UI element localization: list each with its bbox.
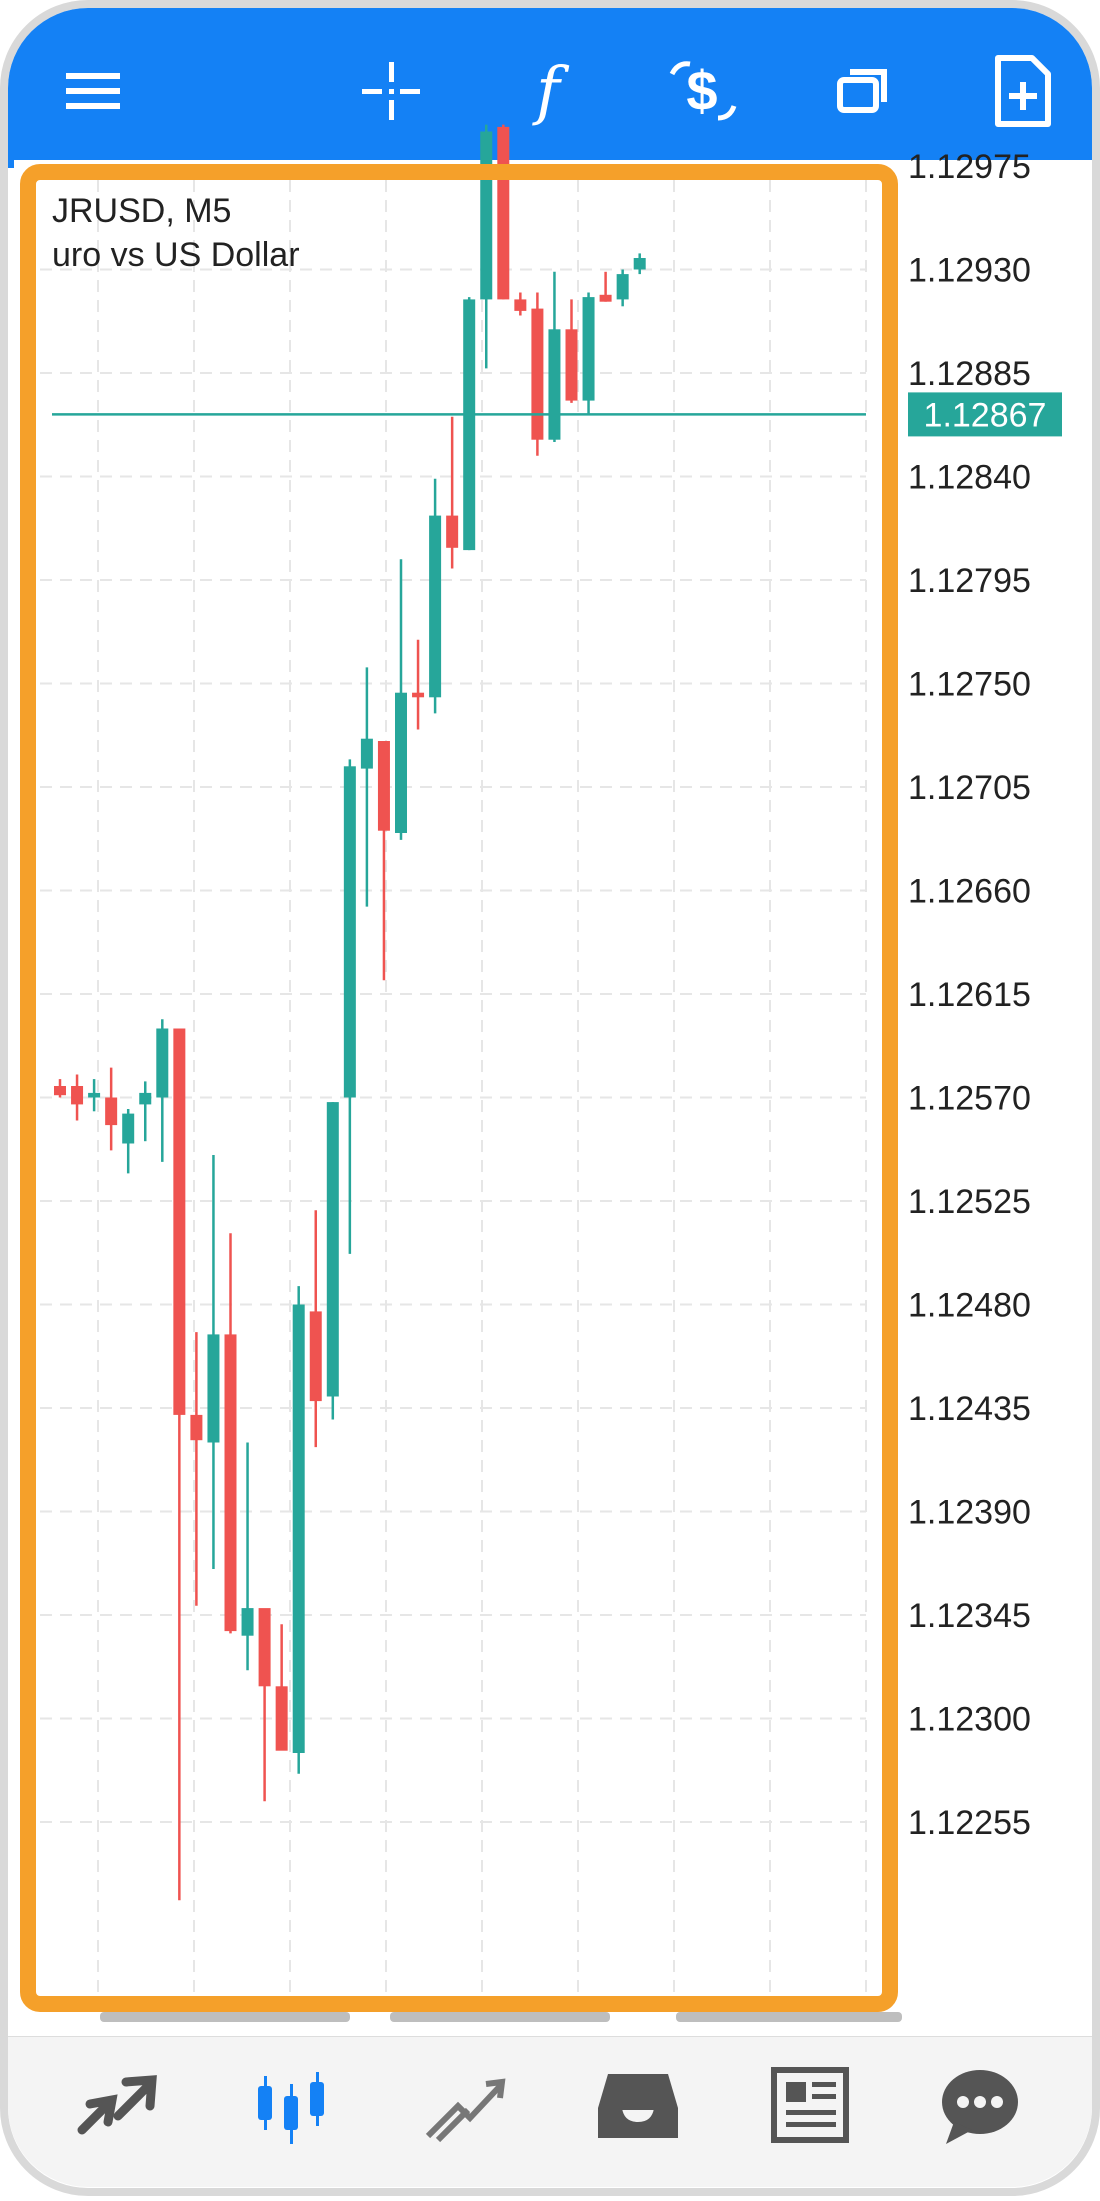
bear-candle — [258, 1608, 271, 1687]
bull-candle — [429, 515, 442, 698]
price-tick-label: 1.12480 — [908, 1287, 1031, 1325]
candles-layer — [54, 124, 646, 1901]
bear-candle — [173, 1028, 186, 1415]
highlight-frame — [20, 164, 898, 2012]
bull-candle — [360, 738, 373, 769]
price-tick-label: 1.12705 — [908, 769, 1031, 807]
price-tick-label: 1.12300 — [908, 1701, 1031, 1739]
bull-candle — [395, 692, 407, 833]
bull-candle — [463, 299, 476, 551]
bull-candle — [326, 1102, 339, 1397]
price-tick-label: 1.12750 — [908, 666, 1031, 704]
price-tick-label: 1.12525 — [908, 1183, 1031, 1221]
bull-candle — [122, 1113, 135, 1144]
bear-candle — [412, 692, 425, 698]
menu-icon[interactable] — [60, 63, 130, 123]
bull-candle — [633, 258, 646, 270]
bull-candle — [207, 1334, 220, 1443]
chart-grid — [40, 165, 867, 1998]
price-tick-label: 1.12840 — [908, 459, 1031, 497]
indicators-icon[interactable]: f — [518, 54, 578, 128]
bull-candle — [616, 274, 629, 300]
quotes-icon[interactable] — [72, 2060, 168, 2150]
price-tick-label: 1.12885 — [908, 355, 1031, 393]
bear-candle — [514, 299, 527, 311]
description-label: uro vs US Dollar — [52, 236, 300, 274]
bear-candle — [599, 294, 612, 302]
bear-candle — [497, 126, 510, 300]
objects-icon[interactable] — [828, 58, 898, 128]
bull-candle — [292, 1304, 305, 1753]
price-tick-label: 1.12615 — [908, 976, 1031, 1014]
chat-icon[interactable] — [932, 2060, 1028, 2150]
bear-candle — [105, 1097, 118, 1126]
bull-candle — [582, 297, 595, 401]
price-axis: 1.12975 1.12930 1.12885 1.12840 1.12795 1.127… — [908, 148, 1031, 1842]
history-icon[interactable] — [590, 2060, 686, 2150]
crosshair-icon[interactable] — [356, 56, 426, 126]
bear-candle — [190, 1414, 203, 1441]
price-tick-label: 1.12255 — [908, 1804, 1031, 1842]
bear-candle — [275, 1686, 288, 1751]
price-tick-label: 1.12975 — [908, 148, 1031, 186]
bear-candle — [565, 329, 578, 401]
bear-candle — [224, 1334, 237, 1632]
price-tick-label: 1.12930 — [908, 252, 1031, 290]
new-order-icon[interactable] — [988, 52, 1058, 132]
symbol-label: JRUSD, M5 — [52, 192, 231, 230]
price-tick-label: 1.12345 — [908, 1597, 1031, 1635]
chart-tab-icon[interactable] — [244, 2060, 340, 2156]
bull-candle — [343, 766, 356, 1098]
news-icon[interactable] — [762, 2060, 858, 2150]
bear-candle — [531, 308, 544, 440]
current-price-tag: 1.12867 — [924, 396, 1047, 434]
price-tick-label: 1.12570 — [908, 1080, 1031, 1118]
bottom-navigation — [8, 2036, 1092, 2187]
top-toolbar: f $ — [8, 8, 1092, 168]
time-axis — [100, 2012, 902, 2022]
price-tick-label: 1.12390 — [908, 1494, 1031, 1532]
price-tick-label: 1.12795 — [908, 562, 1031, 600]
bear-candle — [54, 1086, 66, 1096]
bear-candle — [377, 741, 390, 831]
bear-candle — [71, 1086, 84, 1105]
bull-candle — [480, 131, 493, 300]
trade-icon[interactable]: $ — [664, 52, 744, 132]
current-price-tag-bg — [908, 392, 1062, 437]
trade-tab-icon[interactable] — [416, 2060, 512, 2150]
bear-candle — [309, 1311, 322, 1402]
svg-text:$: $ — [686, 59, 717, 122]
price-tick-label: 1.12660 — [908, 873, 1031, 911]
bull-candle — [88, 1092, 101, 1098]
price-tick-label: 1.12435 — [908, 1390, 1031, 1428]
bear-candle — [446, 515, 459, 548]
bull-candle — [548, 329, 561, 440]
bull-candle — [156, 1028, 169, 1098]
bull-candle — [139, 1092, 152, 1105]
bull-candle — [241, 1608, 254, 1636]
